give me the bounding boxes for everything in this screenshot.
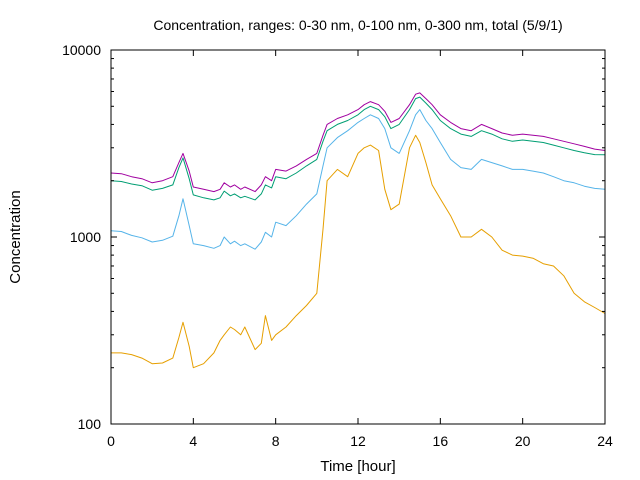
x-axis-label: Time [hour] xyxy=(320,458,395,475)
series-line-3 xyxy=(110,109,606,250)
y-tick-label: 1000 xyxy=(70,229,101,245)
series-line-1 xyxy=(110,92,606,193)
series-line-2 xyxy=(110,96,606,201)
series-line-4 xyxy=(111,134,606,369)
x-tick-label: 24 xyxy=(597,433,613,449)
x-tick-label: 12 xyxy=(350,433,366,449)
chart-title: Concentration, ranges: 0-30 nm, 0-100 nm… xyxy=(153,17,562,33)
x-tick-label: 20 xyxy=(515,433,531,449)
x-axis: 0 4 8 12 16 20 24 xyxy=(107,50,613,449)
x-tick-label: 8 xyxy=(272,433,280,449)
x-tick-label: 16 xyxy=(433,433,449,449)
plot-frame xyxy=(110,49,606,425)
y-tick-label: 10000 xyxy=(62,42,101,58)
y-axis: 100 1000 10000 xyxy=(62,42,605,432)
x-tick-label: 4 xyxy=(189,433,197,449)
y-tick-label: 100 xyxy=(78,416,102,432)
x-tick-label: 0 xyxy=(107,433,115,449)
series-layer xyxy=(110,92,606,369)
y-axis-label: Concentration xyxy=(7,190,24,283)
